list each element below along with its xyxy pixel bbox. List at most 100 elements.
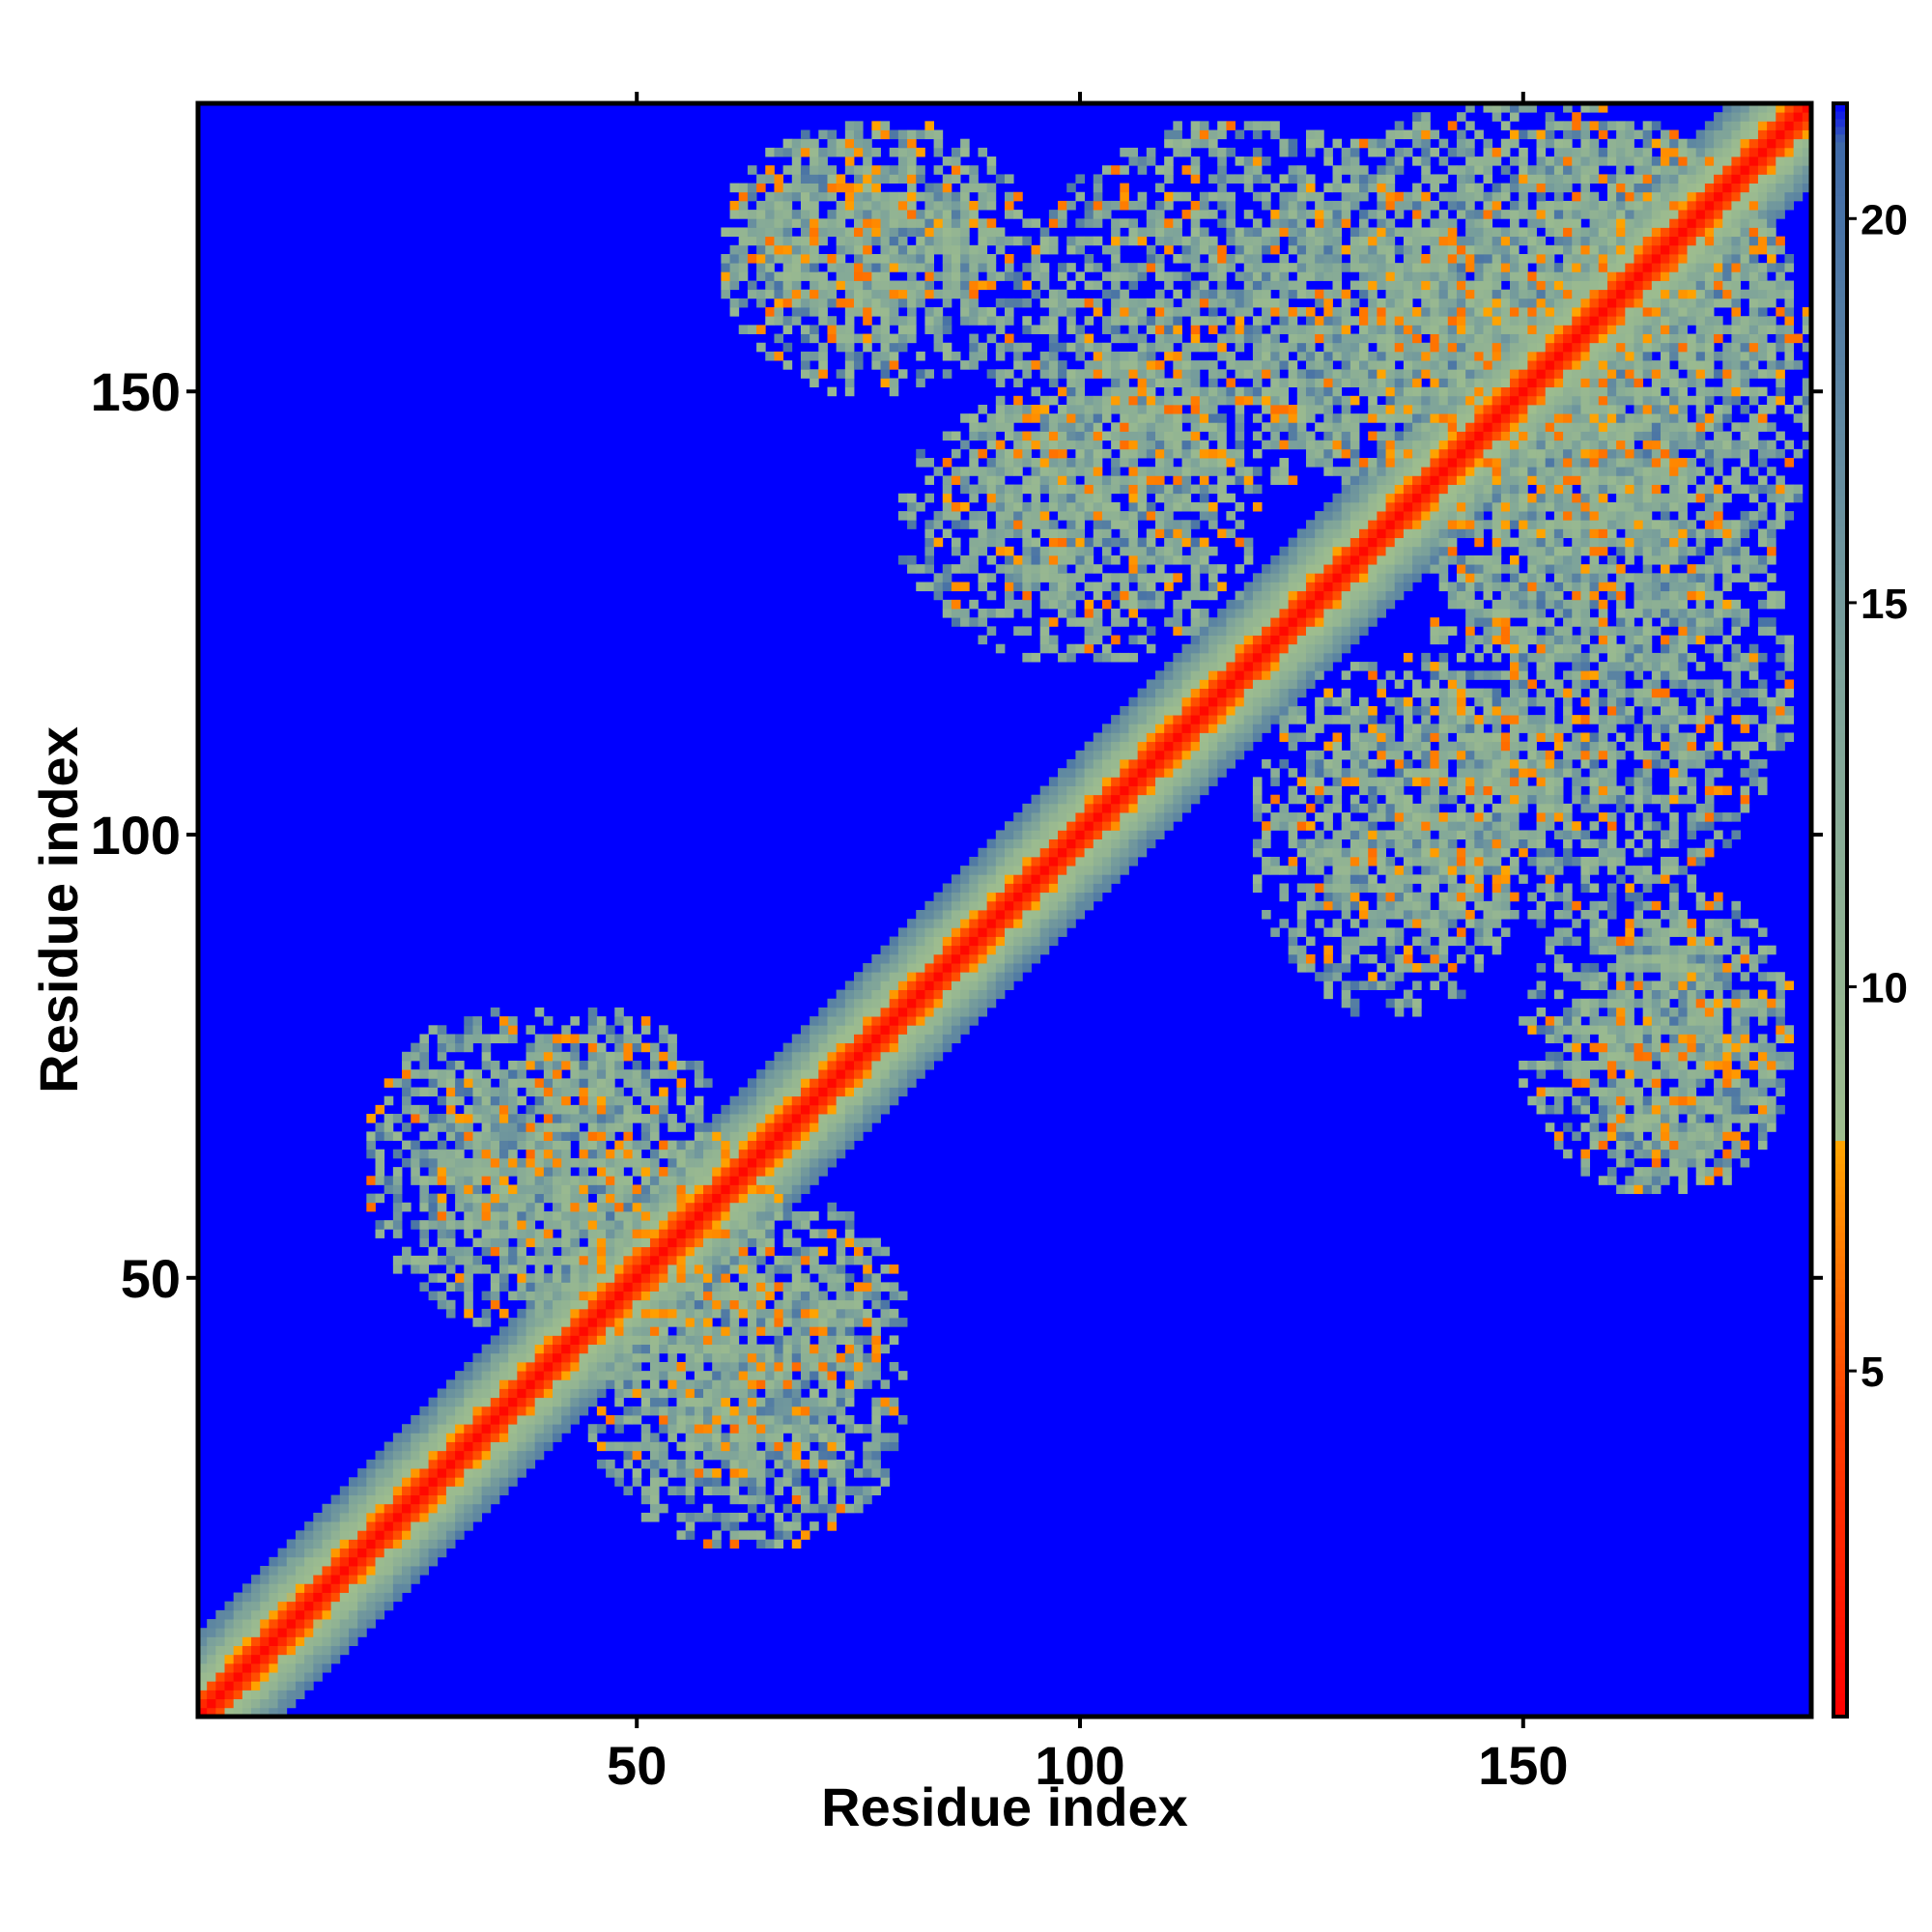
heatmap-cell	[747, 1308, 757, 1319]
heatmap-cell	[836, 1299, 846, 1310]
heatmap-cell	[1128, 785, 1139, 796]
heatmap-cell	[1022, 963, 1032, 973]
heatmap-cell	[844, 980, 855, 990]
heatmap-cell	[844, 386, 855, 397]
heatmap-cell	[419, 1202, 429, 1212]
heatmap-cell	[464, 1371, 473, 1380]
heatmap-cell	[464, 1193, 473, 1204]
heatmap-cell	[907, 280, 917, 291]
heatmap-cell	[534, 1167, 545, 1177]
heatmap-cell	[854, 1344, 864, 1354]
heatmap-cell	[1031, 386, 1041, 397]
heatmap-cell	[960, 183, 970, 193]
heatmap-cell	[951, 998, 961, 1009]
heatmap-cell	[623, 1176, 634, 1185]
heatmap-cell	[889, 1087, 899, 1097]
heatmap-cell	[756, 1220, 766, 1230]
heatmap-cell	[836, 1468, 846, 1478]
heatmap-cell	[782, 263, 793, 272]
heatmap-cell	[348, 1521, 358, 1531]
heatmap-cell	[871, 227, 881, 238]
heatmap-cell	[1164, 785, 1174, 796]
heatmap-cell	[916, 919, 925, 928]
heatmap-cell	[659, 1282, 668, 1292]
heatmap-cell	[1128, 777, 1139, 786]
heatmap-cell	[570, 1069, 580, 1079]
heatmap-cell	[694, 1104, 704, 1115]
heatmap-cell	[304, 1681, 314, 1690]
heatmap-cell	[668, 1051, 677, 1062]
heatmap-cell	[924, 528, 934, 539]
heatmap-cell	[765, 1078, 775, 1088]
heatmap-cell	[738, 1193, 749, 1204]
heatmap-cell	[1146, 679, 1156, 690]
heatmap-cell	[269, 1609, 278, 1620]
heatmap-cell	[791, 298, 802, 308]
heatmap-cell	[402, 1433, 412, 1442]
heatmap-cell	[1154, 715, 1165, 724]
heatmap-cell	[587, 1069, 598, 1079]
heatmap-cell	[517, 1167, 526, 1177]
heatmap-cell	[445, 1486, 456, 1496]
heatmap-cell	[632, 1282, 642, 1292]
heatmap-cell	[1146, 147, 1156, 157]
heatmap-cell	[863, 1335, 872, 1346]
heatmap-cell	[836, 1477, 846, 1487]
heatmap-cell	[1031, 919, 1041, 928]
heatmap-cell	[1013, 892, 1023, 902]
heatmap-cell	[543, 1114, 554, 1123]
heatmap-cell	[490, 1459, 500, 1469]
heatmap-cell	[534, 1308, 545, 1319]
heatmap-cell	[703, 1210, 713, 1221]
heatmap-cell	[490, 1176, 500, 1185]
heatmap-cell	[1058, 289, 1067, 299]
heatmap-cell	[827, 1202, 838, 1212]
heatmap-cell	[348, 1530, 358, 1540]
heatmap-cell	[871, 1016, 881, 1026]
heatmap-cell	[596, 1184, 607, 1195]
heatmap-cell	[1137, 785, 1148, 796]
heatmap-cell	[428, 1450, 439, 1461]
heatmap-cell	[286, 1583, 297, 1593]
heatmap-cell	[498, 1016, 509, 1026]
heatmap-cell	[1093, 609, 1103, 618]
heatmap-cell	[747, 236, 757, 246]
heatmap-cell	[889, 165, 899, 175]
heatmap-cell	[207, 1645, 216, 1656]
heatmap-cell	[960, 972, 970, 981]
heatmap-cell	[978, 147, 988, 157]
heatmap-cell	[579, 1299, 589, 1310]
heatmap-cell	[703, 1184, 713, 1195]
heatmap-cell	[827, 1051, 838, 1062]
heatmap-cell	[880, 1069, 891, 1079]
heatmap-cell	[668, 1424, 677, 1434]
heatmap-cell	[694, 1477, 704, 1487]
heatmap-cell	[1066, 307, 1076, 317]
heatmap-cell	[1101, 493, 1112, 503]
heatmap-cell	[419, 1051, 429, 1062]
heatmap-cell	[924, 244, 934, 255]
heatmap-cell	[889, 280, 899, 291]
heatmap-cell	[782, 191, 793, 202]
heatmap-cell	[1154, 253, 1165, 264]
heatmap-cell	[1005, 191, 1014, 202]
heatmap-cell	[844, 360, 855, 370]
heatmap-cell	[1031, 910, 1041, 920]
heatmap-cell	[863, 1007, 872, 1017]
heatmap-cell	[534, 1335, 545, 1346]
heatmap-cell	[969, 458, 979, 468]
heatmap-cell	[1137, 271, 1148, 281]
heatmap-cell	[747, 1149, 757, 1159]
heatmap-cell	[313, 1619, 323, 1629]
heatmap-cell	[676, 1220, 687, 1230]
heatmap-cell	[1137, 501, 1148, 512]
heatmap-cell	[969, 351, 979, 361]
heatmap-cell	[445, 1131, 456, 1141]
heatmap-cell	[606, 1087, 615, 1097]
heatmap-cell	[668, 1379, 677, 1389]
heatmap-cell	[800, 1441, 810, 1452]
heatmap-cell	[419, 1069, 429, 1079]
heatmap-cell	[871, 271, 881, 281]
heatmap-cell	[1013, 236, 1023, 246]
heatmap-cell	[348, 1566, 358, 1576]
